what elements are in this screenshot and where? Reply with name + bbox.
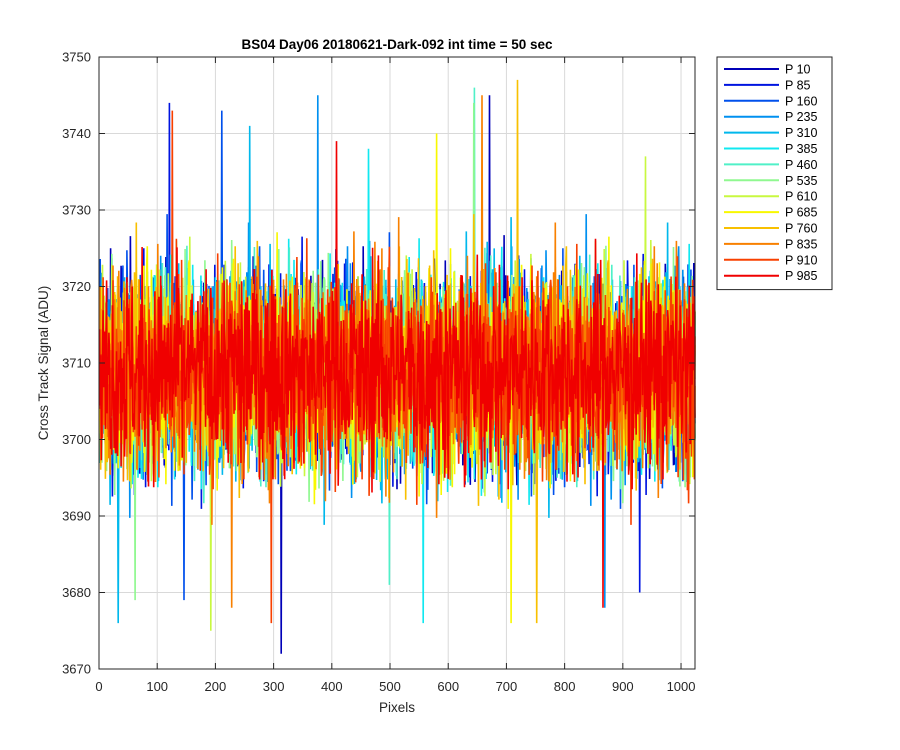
y-tick-label: 3700 — [62, 432, 91, 447]
legend-label: P 985 — [785, 269, 817, 283]
series-layer — [98, 79, 696, 654]
legend-label: P 535 — [785, 174, 817, 188]
legend-label: P 10 — [785, 63, 811, 77]
x-tick-label: 100 — [146, 679, 168, 694]
legend: P 10P 85 P 160 P 235 P 310 P 385 P 460 P 535 P … — [716, 56, 833, 291]
x-tick-label: 1000 — [667, 679, 696, 694]
x-tick-label: 400 — [321, 679, 343, 694]
y-tick-label: 3720 — [62, 279, 91, 294]
x-tick-label: 200 — [205, 679, 227, 694]
legend-label: P 910 — [785, 253, 817, 267]
y-tick-label: 3670 — [62, 662, 91, 677]
legend-label: P 610 — [785, 190, 817, 204]
y-tick-label: 3740 — [62, 126, 91, 141]
legend-label: P 685 — [785, 206, 817, 220]
y-tick-label: 3680 — [62, 585, 91, 600]
x-tick-label: 500 — [379, 679, 401, 694]
x-tick-label: 300 — [263, 679, 285, 694]
x-axis-label: Pixels — [379, 700, 415, 715]
legend-label: P 835 — [785, 237, 817, 251]
y-tick-label: 3750 — [62, 50, 91, 65]
series-line-13 — [98, 141, 696, 608]
legend-label: P 760 — [785, 222, 817, 236]
x-tick-label: 900 — [612, 679, 634, 694]
legend-label: P 385 — [785, 142, 817, 156]
x-tick-label: 600 — [437, 679, 459, 694]
x-tick-label: 700 — [496, 679, 518, 694]
x-tick-label: 800 — [554, 679, 576, 694]
y-axis-label: Cross Track Signal (ADU) — [36, 286, 51, 441]
legend-label: P 160 — [785, 94, 817, 108]
x-tick-label: 0 — [95, 679, 102, 694]
axis-ticks: 0 100 200 300 400 500 600 700 800 900 1000 3670 3680… — [62, 50, 695, 695]
y-tick-label: 3730 — [62, 203, 91, 218]
legend-box — [716, 56, 833, 291]
legend-label: P 460 — [785, 158, 817, 172]
chart-title: BS04 Day06 20180621-Dark-092 int time = … — [241, 37, 553, 52]
legend-label: P 85 — [785, 78, 811, 92]
legend-label: P 310 — [785, 126, 817, 140]
legend-label: P 235 — [785, 110, 817, 124]
y-tick-label: 3710 — [62, 356, 91, 371]
y-tick-label: 3690 — [62, 509, 91, 524]
